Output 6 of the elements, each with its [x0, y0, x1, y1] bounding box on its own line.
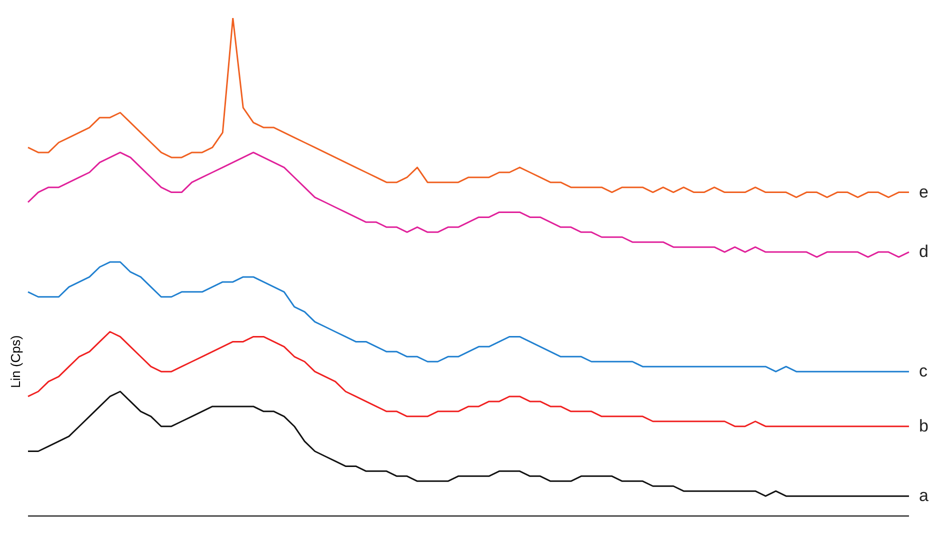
series-label: c	[919, 362, 928, 381]
series-label: d	[919, 242, 928, 262]
series-label: b	[919, 416, 928, 436]
series-label: e	[919, 182, 928, 202]
series-label: a	[919, 486, 929, 506]
y-axis-title: Lin (Cps)	[8, 335, 23, 388]
